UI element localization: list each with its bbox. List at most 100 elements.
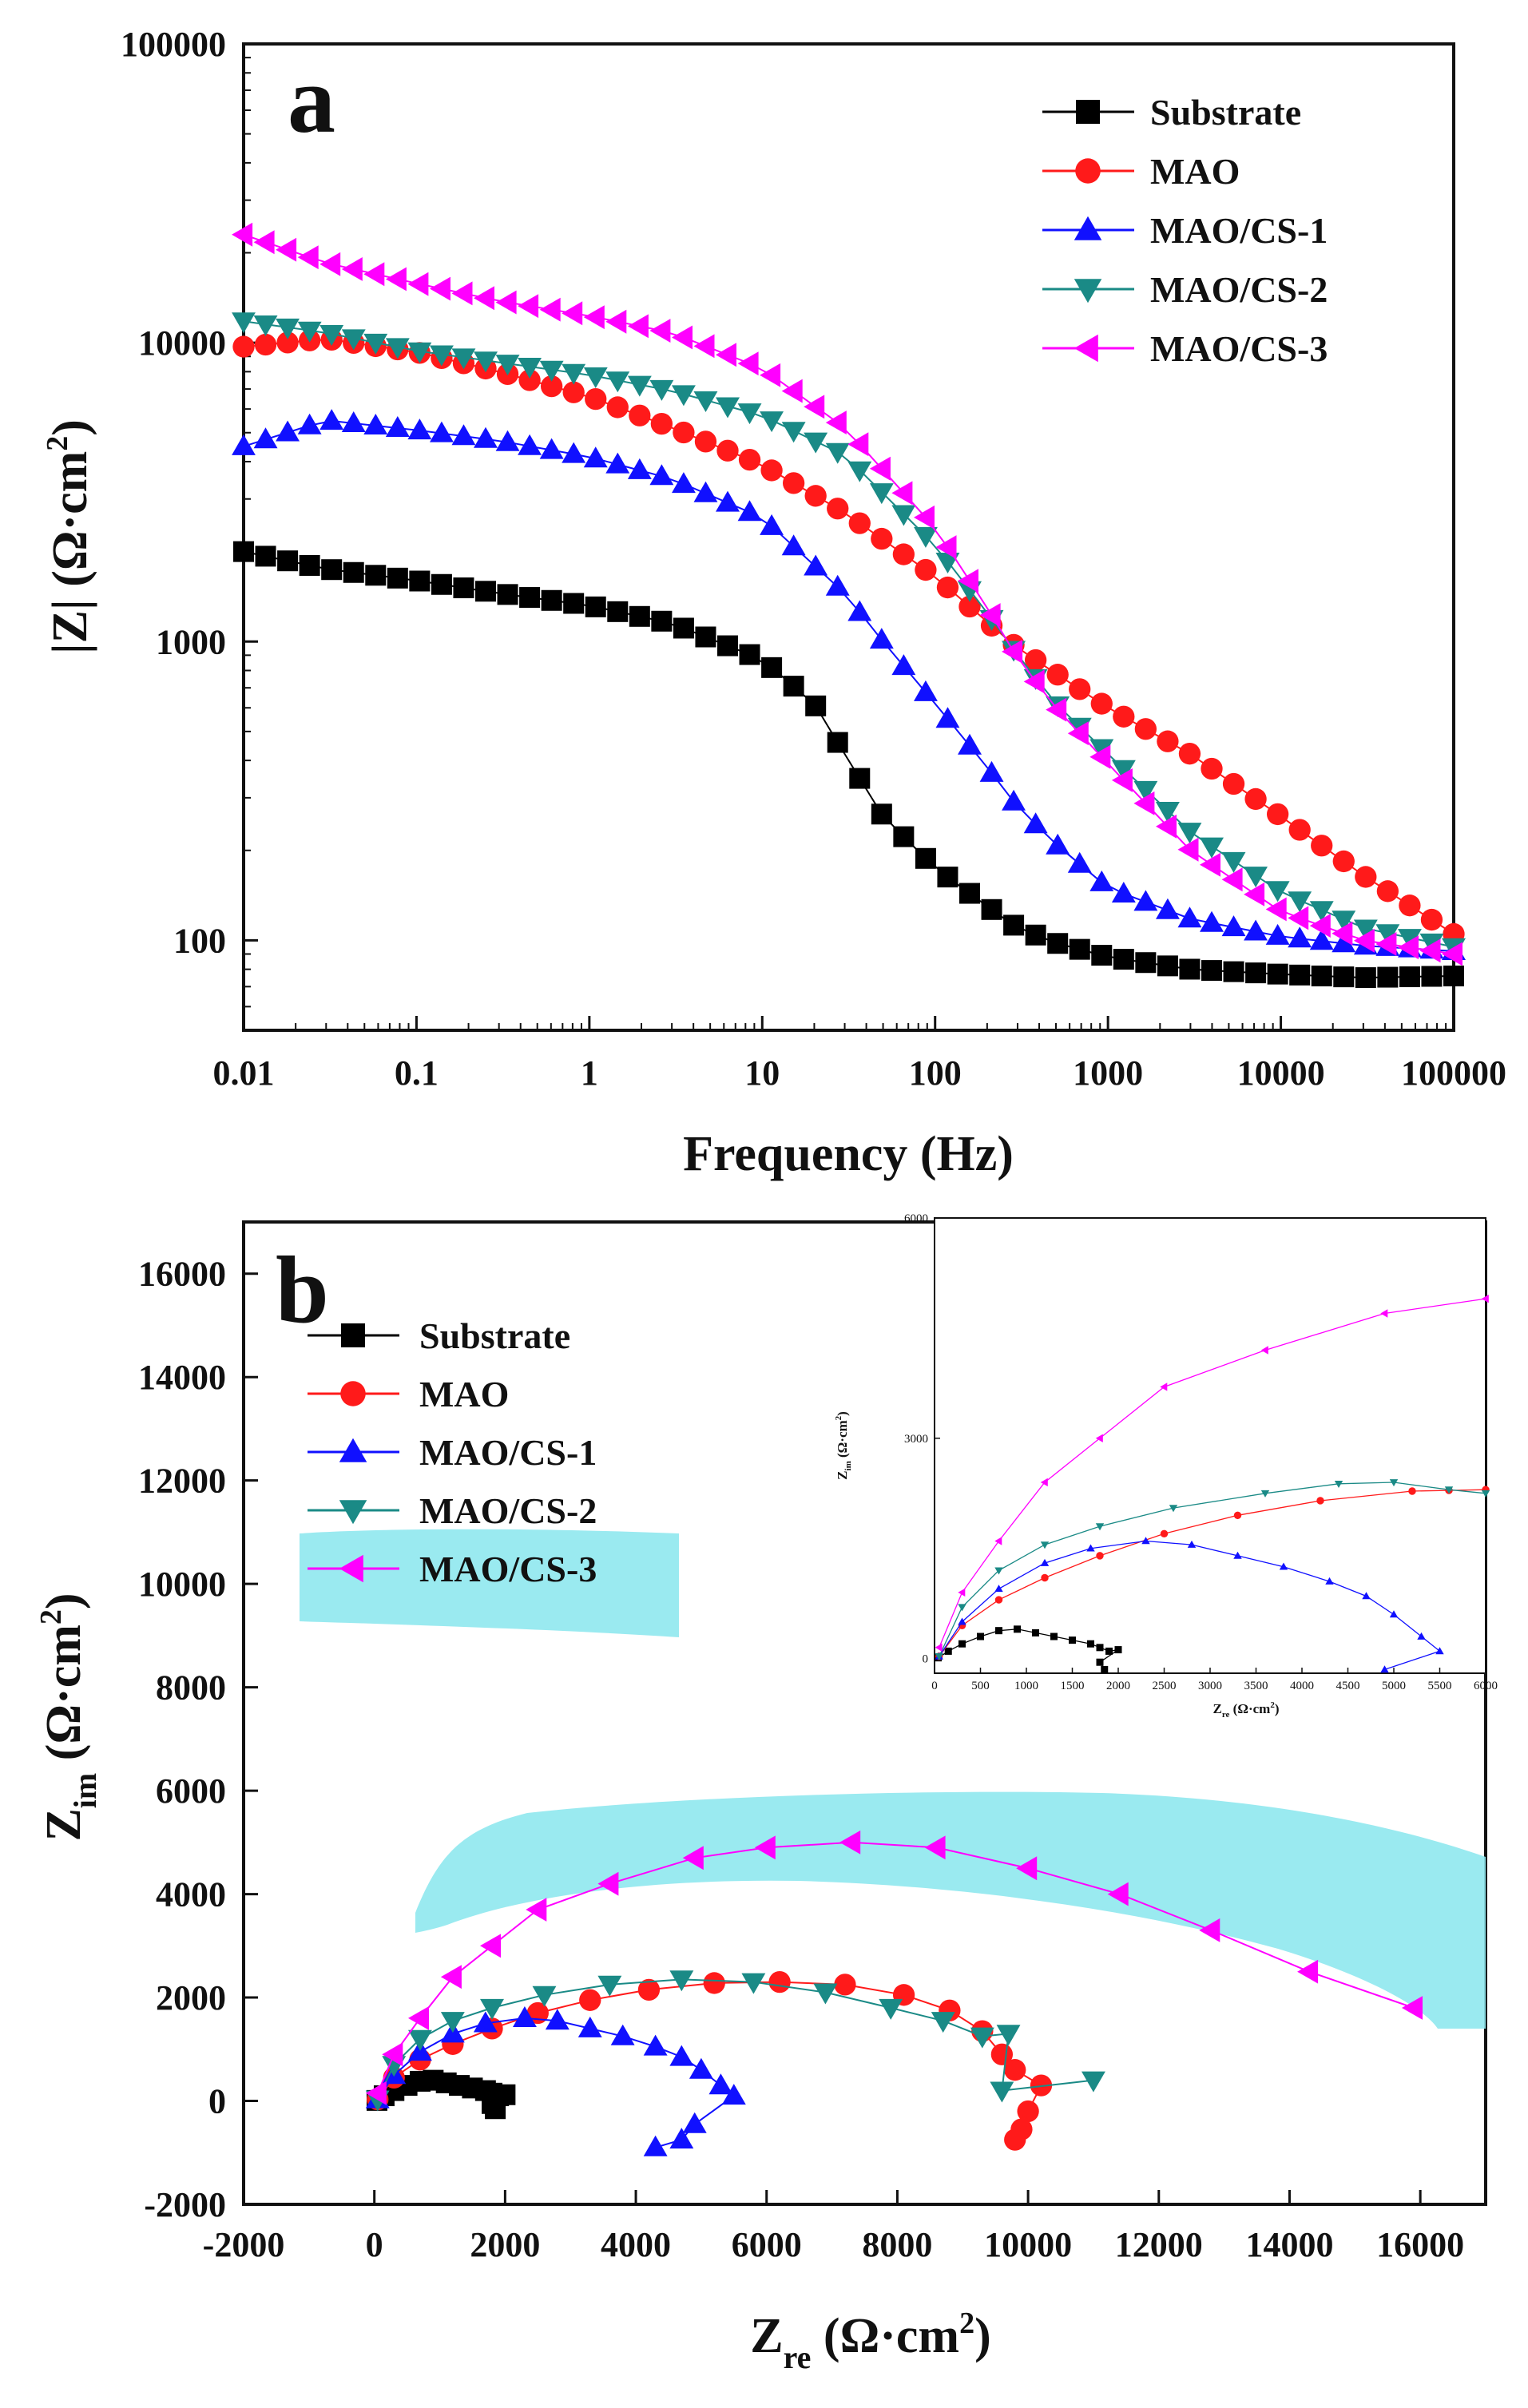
- data-point-mao-cs-1: [385, 416, 410, 437]
- y-tick-label: 2000: [156, 1978, 226, 2017]
- data-point-mao-cs-2: [1111, 760, 1136, 781]
- data-point-mao-cs-3: [1419, 938, 1441, 963]
- data-point-mao-cs-3: [583, 305, 605, 330]
- data-point-mao-cs-2: [970, 2027, 994, 2049]
- data-point-substrate: [607, 601, 629, 622]
- data-point-mao: [871, 527, 893, 550]
- data-point-substrate: [299, 554, 320, 576]
- data-point-mao-cs-3: [518, 294, 539, 319]
- data-point-mao-cs-3: [1309, 914, 1331, 938]
- data-point-mao: [768, 1970, 791, 1993]
- data-point-mao-cs-1: [407, 419, 432, 440]
- data-point-substrate: [1289, 964, 1311, 986]
- panel-b-ylabel-unit: (Ω·cm: [37, 1625, 91, 1773]
- x-tick-label: -2000: [203, 2225, 285, 2264]
- data-point-mao-cs-3: [341, 257, 363, 281]
- data-point-mao-cs-2: [583, 367, 608, 388]
- legend-label-mao: MAO: [1150, 151, 1240, 192]
- data-point-mao: [585, 387, 607, 411]
- data-point-mao-cs-2: [407, 342, 432, 363]
- data-point-substrate: [485, 2098, 506, 2120]
- series-line-mao-cs-1: [243, 419, 1455, 952]
- data-point-mao-cs-2: [276, 318, 300, 339]
- inset-data-point-mao-cs-1: [1325, 1577, 1334, 1585]
- data-point-mao-cs-2: [319, 325, 344, 346]
- data-point-mao-cs-2: [760, 411, 784, 433]
- panel-b-legend: Substrate MAO MAO/CS-1 MAO/CS-2 MAO/CS-3: [308, 1315, 597, 1589]
- data-point-mao-cs-3: [385, 267, 407, 292]
- data-point-substrate: [1377, 966, 1399, 988]
- data-point-mao: [834, 1974, 856, 1996]
- data-point-mao-cs-3: [363, 262, 385, 287]
- inset-y-tick-label: 0: [923, 1653, 929, 1666]
- inset-data-point-mao-cs-1: [1417, 1632, 1426, 1640]
- panel-b-ticks: -2000 0 2000 4000 6000 8000 10000 12000 14000 160…: [138, 1255, 1464, 2264]
- inset-data-point-mao-cs-1: [1187, 1540, 1197, 1548]
- y-tick-label: 8000: [156, 1668, 226, 1708]
- data-point-mao-cs-3: [682, 1846, 704, 1870]
- data-point-mao-cs-2: [931, 2012, 955, 2033]
- series-mao-cs-2: [232, 312, 1466, 959]
- data-point-mao-cs-1: [341, 411, 366, 432]
- inset-y-tick-label: 3000: [904, 1433, 928, 1446]
- legend-marker-substrate: [341, 1323, 365, 1347]
- data-point-mao-cs-1: [430, 421, 454, 442]
- inset-data-point-mao-cs-1: [1389, 1610, 1399, 1618]
- data-point-substrate: [1267, 963, 1288, 985]
- data-point-mao: [606, 396, 629, 419]
- inset-frame: [934, 1217, 1486, 1674]
- data-point-mao-cs-3: [276, 237, 297, 262]
- data-point-mao-cs-3: [407, 272, 429, 296]
- panel-a-frame: [242, 42, 1455, 1032]
- data-point-mao-cs-2: [1265, 881, 1290, 903]
- inset-xlabel-sub: re: [1222, 1710, 1230, 1720]
- data-point-substrate: [321, 559, 343, 581]
- data-point-mao: [1004, 2128, 1026, 2151]
- data-point-mao-cs-1: [495, 430, 520, 451]
- data-point-mao-cs-3: [737, 351, 759, 376]
- data-point-mao-cs-2: [1221, 851, 1246, 873]
- data-point-mao-cs-3: [627, 314, 649, 339]
- panel-a-xlabel: Frequency (Hz): [683, 1127, 1014, 1181]
- data-point-mao-cs-2: [232, 312, 256, 334]
- inset-data-point-mao: [1408, 1487, 1416, 1495]
- inset-data-point-mao-cs-1: [994, 1585, 1003, 1593]
- data-point-mao: [650, 412, 673, 435]
- data-point-mao-cs-1: [689, 2057, 713, 2079]
- data-point-mao-cs-3: [1442, 942, 1463, 966]
- data-point-mao-cs-1: [891, 654, 916, 676]
- data-point-mao: [1178, 743, 1201, 765]
- data-point-substrate: [563, 593, 585, 614]
- data-point-mao-cs-1: [297, 413, 322, 434]
- data-point-mao-cs-2: [1133, 780, 1158, 802]
- data-point-mao-cs-1: [708, 2073, 733, 2095]
- series-mao-cs-3: [365, 1830, 1423, 2105]
- data-point-mao: [562, 381, 585, 403]
- inset-x-tick-label: 2000: [1106, 1680, 1130, 1692]
- data-point-substrate: [937, 867, 958, 888]
- data-point-mao-cs-1: [605, 452, 630, 474]
- data-point-substrate: [981, 899, 1002, 920]
- inset-data-point-substrate: [1032, 1628, 1039, 1636]
- y-tick-label: 100000: [121, 25, 226, 64]
- panel-b: -2000 0 2000 4000 6000 8000 10000 12000 14000 160…: [34, 1212, 1498, 2375]
- inset-data-point-mao-cs-2: [935, 1653, 943, 1660]
- data-point-mao-cs-3: [781, 379, 803, 403]
- data-point-mao-cs-2: [990, 2081, 1014, 2103]
- data-point-mao-cs-1: [682, 2112, 707, 2133]
- data-point-mao-cs-1: [1023, 812, 1048, 834]
- x-tick-label: 100000: [1401, 1053, 1506, 1093]
- data-point-mao-cs-1: [513, 2006, 537, 2027]
- inset-data-point-substrate: [1101, 1665, 1109, 1673]
- panel-b-xlabel-unit: (Ω·cm: [811, 2309, 959, 2363]
- panel-a-letter: a: [288, 46, 335, 153]
- data-point-mao-cs-3: [539, 297, 561, 322]
- data-point-mao: [892, 543, 915, 565]
- data-point-mao-cs-3: [526, 1898, 547, 1922]
- legend-label-mao-cs-3: MAO/CS-3: [1150, 328, 1328, 369]
- data-point-substrate: [475, 581, 496, 602]
- inset-series: [935, 1295, 1490, 1673]
- data-point-mao: [637, 1978, 661, 2001]
- data-point-mao-cs-1: [649, 464, 674, 486]
- inset-data-point-mao-cs-1: [1380, 1665, 1389, 1673]
